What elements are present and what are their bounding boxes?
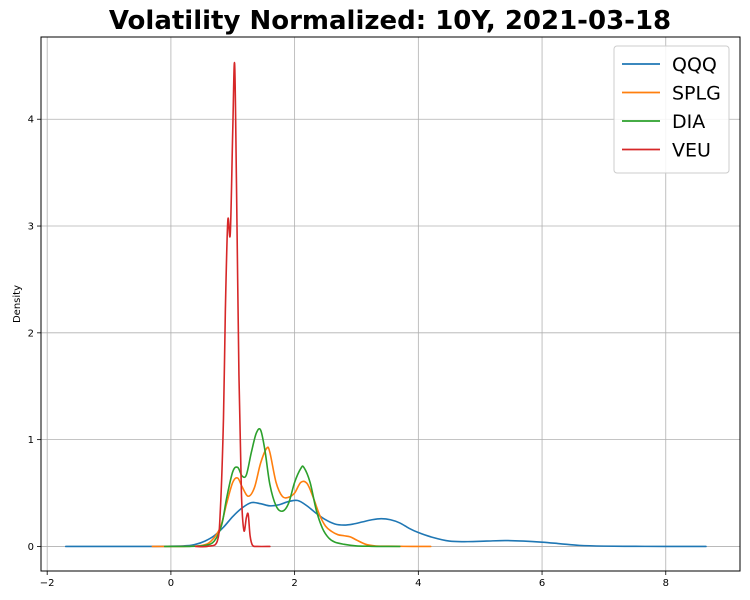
y-tick-label: 3 [28,222,34,233]
x-tick-label: 0 [168,578,174,589]
legend: QQQ SPLG DIA VEU [613,45,730,174]
y-tick-label: 1 [28,435,34,446]
x-tick-label: 2 [291,578,297,589]
series-line-dia [163,427,401,548]
series-line-qqq [64,499,707,548]
series-line-veu [194,61,271,548]
legend-label-veu: VEU [672,140,711,162]
chart-title: Volatility Normalized: 10Y, 2021-03-18 [108,6,672,36]
legend-frame [613,45,730,174]
x-tick-label: 8 [663,578,669,589]
y-tick-label: 4 [28,115,34,126]
series-line-splg [151,446,432,548]
legend-label-dia: DIA [672,111,705,133]
legend-label-qqq: QQQ [672,54,717,76]
x-tick-label: 4 [415,578,421,589]
x-tick-label: −2 [40,578,55,589]
tick-layer: −2 0 2 4 6 8 0 1 2 3 4 [28,115,669,589]
y-axis-label: Density [12,285,23,323]
x-tick-label: 6 [539,578,545,589]
legend-label-splg: SPLG [672,83,721,105]
y-tick-label: 0 [28,542,34,553]
plot-frame [40,36,741,572]
y-tick-label: 2 [28,328,34,339]
series-layer [64,61,707,548]
